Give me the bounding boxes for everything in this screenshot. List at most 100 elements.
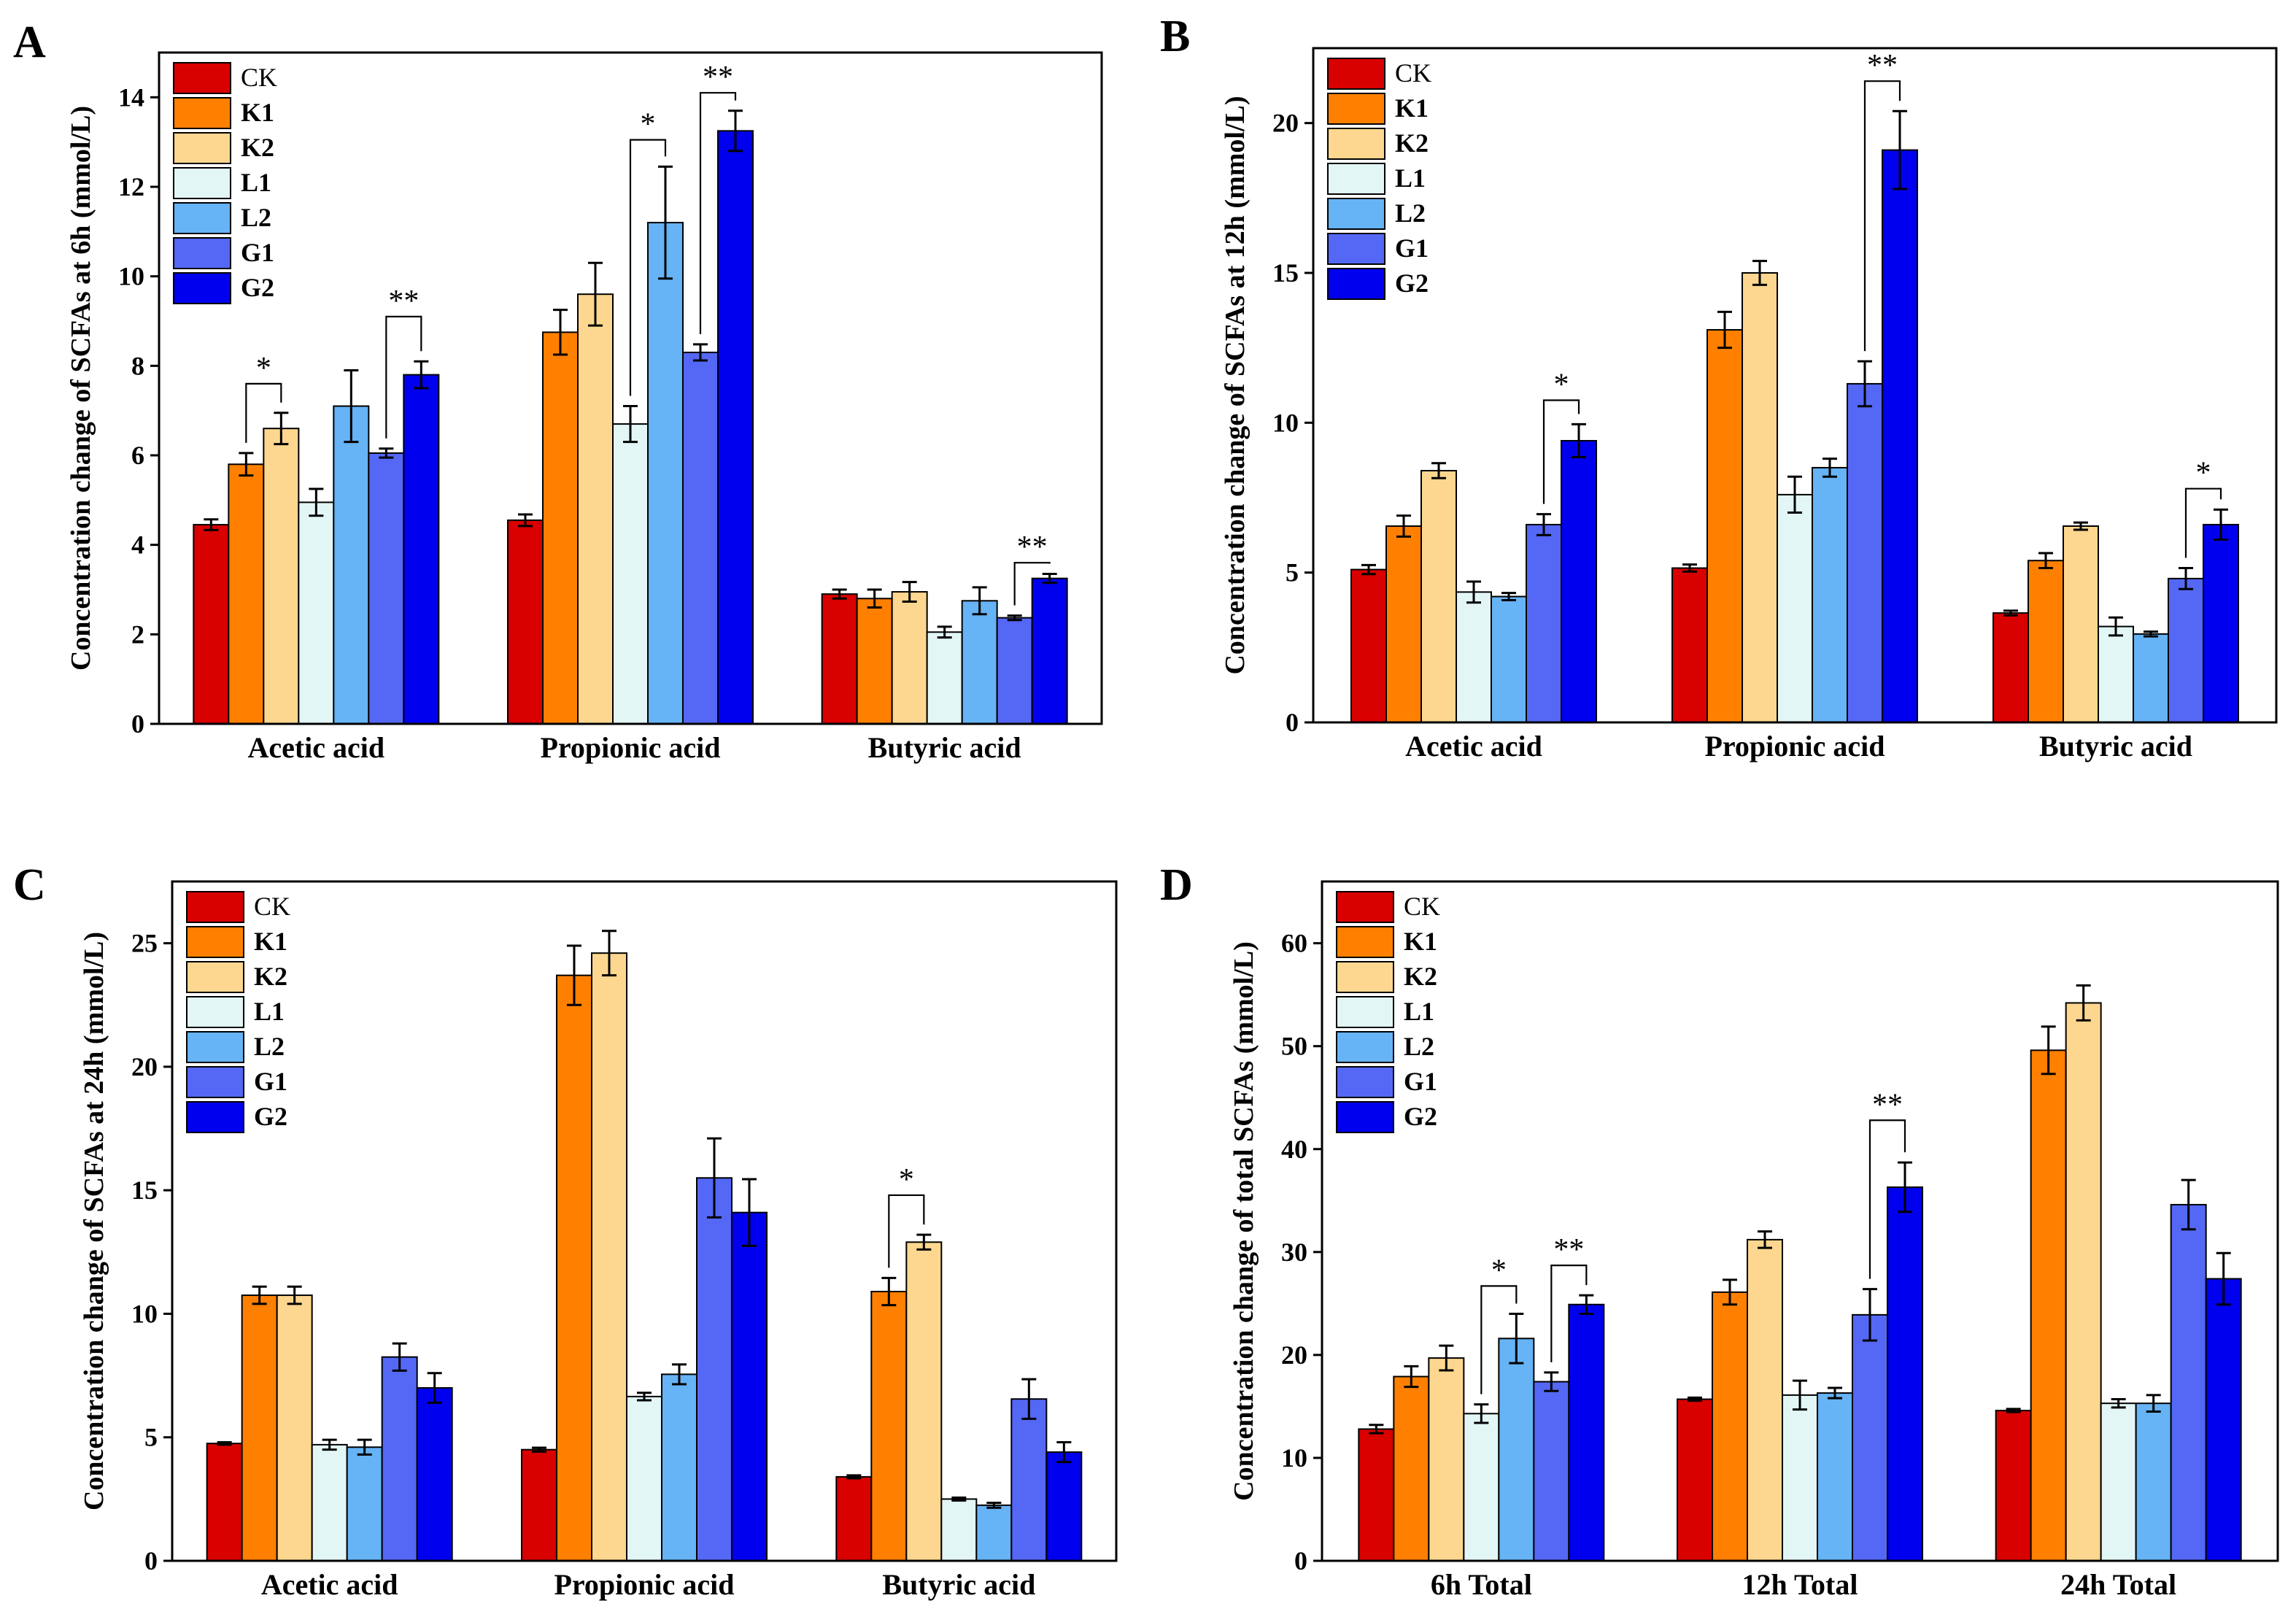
legend-swatch-l1 [173,167,231,199]
bar-g2 [416,1387,453,1562]
bar-g1 [1526,523,1562,724]
y-tick-label: 0 [131,709,144,738]
significance-label: ** [1553,1233,1584,1267]
y-tick-label: 0 [144,1546,158,1575]
bar-k1 [556,974,592,1562]
bar-k1 [1385,525,1422,723]
y-tick-label: 50 [1281,1032,1307,1061]
y-tick-label: 30 [1281,1238,1307,1267]
bar-l2 [961,600,998,725]
bar-l2 [1498,1338,1535,1562]
panel-label: B [1160,12,1190,61]
y-tick-label: 15 [131,1176,158,1205]
significance-bracket [1542,399,1580,504]
y-tick-label: 8 [131,351,144,380]
bar-l2 [647,222,684,725]
y-axis-label: Concentration change of total SCFAs (mmo… [1229,941,1259,1501]
bar-g1 [1847,382,1883,723]
legend-swatch-g1 [173,237,231,269]
category-label: Butyric acid [868,731,1021,764]
category-label: Acetic acid [261,1568,398,1601]
legend-swatch-g1 [1336,1066,1394,1098]
y-tick-label: 25 [131,929,158,958]
legend-swatch-g2 [1327,268,1385,300]
legend-swatch-l2 [1327,198,1385,230]
bar-ck [193,524,230,725]
bar-k2 [263,428,300,725]
significance-label: ** [1017,530,1048,564]
bar-k2 [891,591,928,725]
panel-a: A 0 2 4 6 8 10 12 14 Concentration change of SCFA… [13,18,1103,764]
category-label: Acetic acid [1405,730,1542,763]
legend-label-l2: L2 [241,203,271,232]
legend-label-k2: K2 [241,133,274,162]
y-tick-label: 10 [118,262,144,291]
bar-l1 [1463,1413,1500,1562]
bar-k2 [276,1294,313,1562]
legend-swatch-g2 [186,1101,244,1133]
y-axis-label: Concentration change of SCFAs at 24h (mm… [79,932,109,1510]
legend-label-g1: G1 [254,1067,287,1096]
significance-label: * [641,108,656,142]
legend-swatch-g1 [1327,233,1385,265]
legend-label-k2: K2 [254,962,287,991]
category-label: 6h Total [1431,1568,1532,1601]
bar-l2 [2133,633,2169,723]
bar-k2 [905,1241,943,1562]
bar-k2 [1747,1238,1783,1562]
significance-bracket [1480,1285,1518,1394]
bar-ck [835,1475,873,1562]
bar-g1 [2170,1203,2207,1562]
legend-label-k2: K2 [1404,962,1437,991]
significance-bracket [1868,1119,1906,1279]
bar-g1 [1852,1313,1888,1562]
legend-swatch-l2 [186,1031,244,1063]
y-tick-label: 20 [131,1052,158,1081]
bar-k1 [1393,1375,1430,1562]
legend-label-g2: G2 [1404,1102,1437,1131]
significance-label: * [2196,457,2211,490]
bar-l1 [311,1443,348,1562]
legend-swatch-k2 [173,132,231,164]
legend-swatch-ck [186,891,244,923]
significance-bracket [1863,80,1901,352]
legend-label-l1: L1 [241,168,271,197]
bar-ck [821,593,858,725]
legend-swatch-g1 [186,1066,244,1098]
legend-swatch-k1 [1327,93,1385,125]
panel-c: C 0 5 10 15 20 25 Concentration change of SCFAs… [13,860,1118,1601]
bar-ck [521,1448,557,1562]
significance-label: * [1554,368,1569,402]
legend-label-k1: K1 [1395,93,1429,123]
bar-l1 [1456,591,1492,723]
bar-g1 [996,617,1033,725]
bar-l1 [926,631,963,725]
legend-label-g2: G2 [1395,269,1429,298]
legend-swatch-l1 [186,996,244,1028]
legend-label-l2: L2 [1395,198,1426,228]
significance-label: ** [703,61,733,94]
bar-g1 [682,351,719,725]
significance-label: ** [388,285,419,318]
bar-g1 [1533,1381,1570,1562]
bar-l1 [298,501,335,725]
bar-g1 [696,1177,733,1562]
panel-d: D 0 10 20 30 40 50 60 Concentration change of to… [1160,860,2279,1601]
bar-g2 [403,374,440,725]
y-tick-label: 10 [1281,1443,1307,1473]
legend-swatch-k1 [186,926,244,958]
y-tick-label: 5 [1286,558,1299,587]
category-label: Acetic acid [247,731,384,764]
bar-l1 [940,1498,978,1562]
panel-label: A [13,18,46,67]
y-tick-label: 10 [131,1299,158,1328]
bar-ck [1992,612,2029,724]
bar-k2 [1428,1357,1465,1562]
legend-label-l2: L2 [1404,1032,1434,1061]
bar-g2 [1045,1451,1083,1562]
significance-label: * [1491,1254,1507,1287]
plot-frame [1321,880,2279,1562]
y-tick-label: 15 [1272,258,1299,287]
bar-g1 [2168,577,2204,723]
